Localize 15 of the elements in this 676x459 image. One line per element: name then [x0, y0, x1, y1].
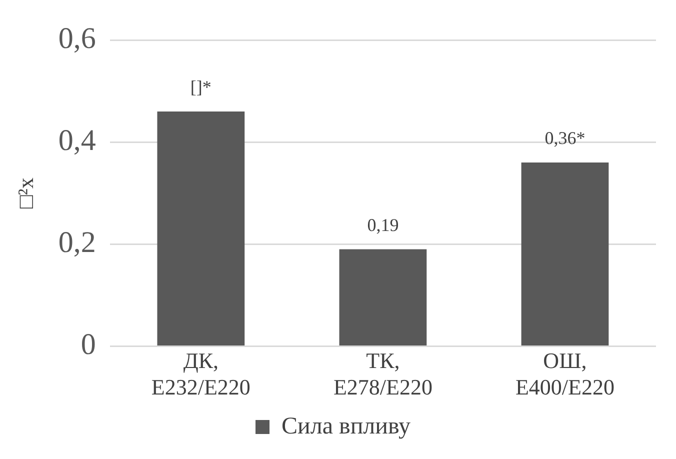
- y-axis-title: □²x: [12, 178, 38, 209]
- data-label: 0,36*: [544, 128, 586, 148]
- y-tick-label: 0,6: [58, 22, 96, 55]
- x-tick-label: ДК, E232/E220: [151, 348, 250, 400]
- data-label: 0,19: [367, 214, 399, 235]
- bar: [339, 249, 427, 346]
- data-label: []*: [190, 77, 212, 98]
- x-tick-label: ОШ, E400/E220: [515, 348, 614, 400]
- bar: [521, 162, 609, 346]
- y-tick-label: 0,2: [58, 226, 96, 260]
- x-tick-label: ТК, E278/E220: [333, 348, 432, 400]
- bar: [157, 111, 245, 346]
- y-tick-label: 0: [80, 328, 96, 362]
- legend-label: Сила впливу: [282, 413, 411, 440]
- y-tick-label: 0,4: [58, 124, 96, 157]
